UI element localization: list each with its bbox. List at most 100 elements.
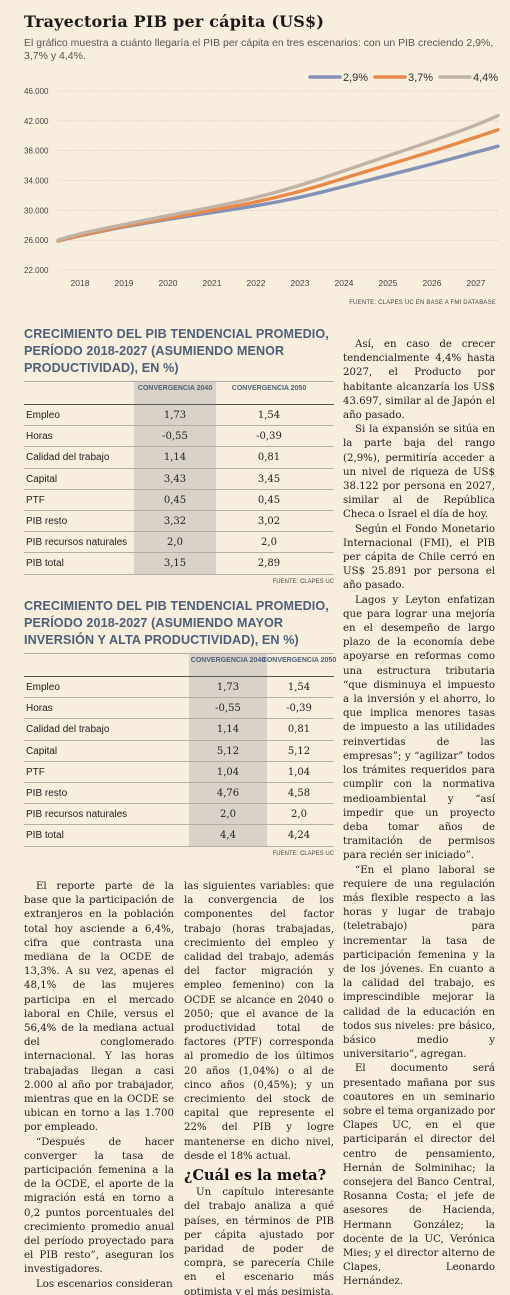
table-row: PIB resto 4,76 4,58 [24,783,334,805]
cell-2050: 4,58 [287,787,311,799]
cell-2040: 1,14 [163,452,187,464]
legend-label: 2,9% [343,72,368,84]
table-1-title: CRECIMIENTO DEL PIB TENDENCIAL PROMEDIO,… [24,327,329,375]
paragraph: El documento será presentado mañana por … [343,1063,495,1288]
row-label: Capital [26,745,58,757]
cell-2040: 4,76 [216,787,240,799]
row-label: PIB resto [26,515,68,527]
cell-2040: 2,0 [220,809,236,821]
chart-subtitle: El gráfico muestra a cuánto llegaría el … [24,37,494,62]
row-label: PTF [26,494,45,506]
chart-section: Trayectoria PIB per cápita (US$) El gráf… [0,0,510,318]
cell-2040: 1,73 [163,410,187,421]
table-row: Capital 5,12 5,12 [24,741,334,762]
table-2-header: CONVERGENCIA 2040 CONVERGENCIA 2050 [24,653,336,677]
table-1-source: FUENTE: CLAPES UC [272,578,334,585]
cell-2050: -0,39 [256,431,282,443]
y-tick-label: 46.000 [24,87,49,96]
paragraph: Lagos y Leyton enfatizan que para lograr… [343,594,495,862]
row-label: Horas [26,703,53,715]
article-column-middle: las siguientes variables: que la converg… [184,880,334,1295]
cell-2050: 2,0 [291,809,307,821]
table-2-title: CRECIMIENTO DEL PIB TENDENCIAL PROMEDIO,… [24,599,329,647]
row-label: Calidad del trabajo [26,724,110,736]
x-tick-label: 2019 [115,278,134,288]
row-label: Empleo [26,682,60,693]
paragraph: Los escenarios consideran [36,1278,173,1290]
highlight-column [189,653,267,847]
article-column-left: El reporte parte de la base que la parti… [24,880,174,1292]
table-2-grid: CONVERGENCIA 2040 CONVERGENCIA 2050 Empl… [24,653,336,847]
row-label: PTF [26,766,45,778]
row-label: PIB recursos naturales [26,809,128,821]
section-heading: ¿Cuál es la meta? [184,1167,327,1185]
table-row: Horas -0,55 -0,39 [24,426,334,448]
col-header-2040: CONVERGENCIA 2040 [190,657,266,664]
row-label: Capital [26,473,58,485]
table-row: Calidad del trabajo 1,14 0,81 [24,447,334,469]
table-1: CRECIMIENTO DEL PIB TENDENCIAL PROMEDIO,… [24,326,334,585]
article-column-right: Así, en caso de crecer tendencialmente 4… [343,338,495,1290]
y-tick-label: 30.000 [24,206,49,215]
cell-2040: 3,43 [163,473,187,485]
table-row: PIB recursos naturales 2,0 2,0 [24,804,334,826]
col-header-2040: CONVERGENCIA 2040 [137,385,213,392]
legend-label: 4,4% [473,72,498,84]
cell-2040: -0,55 [215,703,241,715]
cell-2050: 1,04 [287,766,311,778]
cell-2040: 4,4 [220,830,236,842]
paragraph: El reporte parte de la base que la parti… [24,881,174,1134]
cell-2040: 1,73 [216,682,240,693]
cell-2040: 1,04 [216,766,240,778]
row-label: Empleo [26,410,60,421]
table-row: Horas -0,55 -0,39 [24,698,334,720]
chart-title: Trayectoria PIB per cápita (US$) [24,12,325,31]
x-tick-label: 2020 [159,278,178,288]
x-tick-label: 2023 [291,278,310,288]
paragraph: Si la expansión se sitúa en la parte baj… [343,424,495,521]
x-tick-label: 2022 [247,278,266,288]
table-row: Empleo 1,73 1,54 [24,405,334,427]
cell-2050: 2,0 [261,537,277,549]
cell-2040: -0,55 [162,431,188,443]
x-tick-label: 2026 [423,278,442,288]
cell-2050: 0,45 [257,494,281,506]
paragraph: Según el Fondo Monetario Internacional (… [343,523,495,592]
y-tick-label: 38.000 [24,147,49,156]
table-row: Capital 3,43 3,45 [24,469,334,490]
row-label: PIB recursos naturales [26,537,128,549]
table-row: PTF 0,45 0,45 [24,490,334,511]
row-label: Calidad del trabajo [26,452,110,464]
row-label: Horas [26,431,53,443]
table-row: PIB resto 3,32 3,02 [24,511,334,533]
cell-2050: 3,02 [257,515,281,527]
y-tick-label: 22.000 [24,266,49,275]
cell-2050: 5,12 [287,745,311,757]
col-header-2050: CONVERGENCIA 2050 [231,385,307,392]
row-label: PIB total [26,830,64,842]
table-2-body: Empleo 1,73 1,54 Horas -0,55 -0,39 Calidad del… [24,677,334,847]
paragraph: “En el plano laboral se requiere de una … [343,864,495,1061]
table-row: PIB total 3,15 2,89 [24,553,334,575]
x-tick-label: 2018 [71,278,90,288]
y-tick-label: 26.000 [24,236,49,245]
cell-2050: 2,89 [257,558,281,570]
cell-2050: -0,39 [286,703,312,715]
cell-2040: 5,12 [216,745,240,757]
cell-2040: 3,32 [163,515,187,527]
highlight-column [134,381,216,575]
paragraph: Un capítulo interesante del trabajo anal… [184,1187,334,1295]
table-row: PTF 1,04 1,04 [24,762,334,783]
table-row: Empleo 1,73 1,54 [24,677,334,699]
y-tick-label: 42.000 [24,117,49,126]
table-row: PIB recursos naturales 2,0 2,0 [24,532,334,554]
cell-2040: 0,45 [163,494,187,506]
row-label: PIB resto [26,787,68,799]
cell-2050: 1,54 [287,682,311,693]
cell-2050: 3,45 [257,473,281,485]
x-tick-label: 2021 [203,278,222,288]
paragraph: “Después de hacer converger la tasa de p… [24,1136,174,1276]
x-tick-label: 2024 [335,278,354,288]
x-tick-label: 2027 [467,278,486,288]
cell-2040: 3,15 [163,558,187,570]
